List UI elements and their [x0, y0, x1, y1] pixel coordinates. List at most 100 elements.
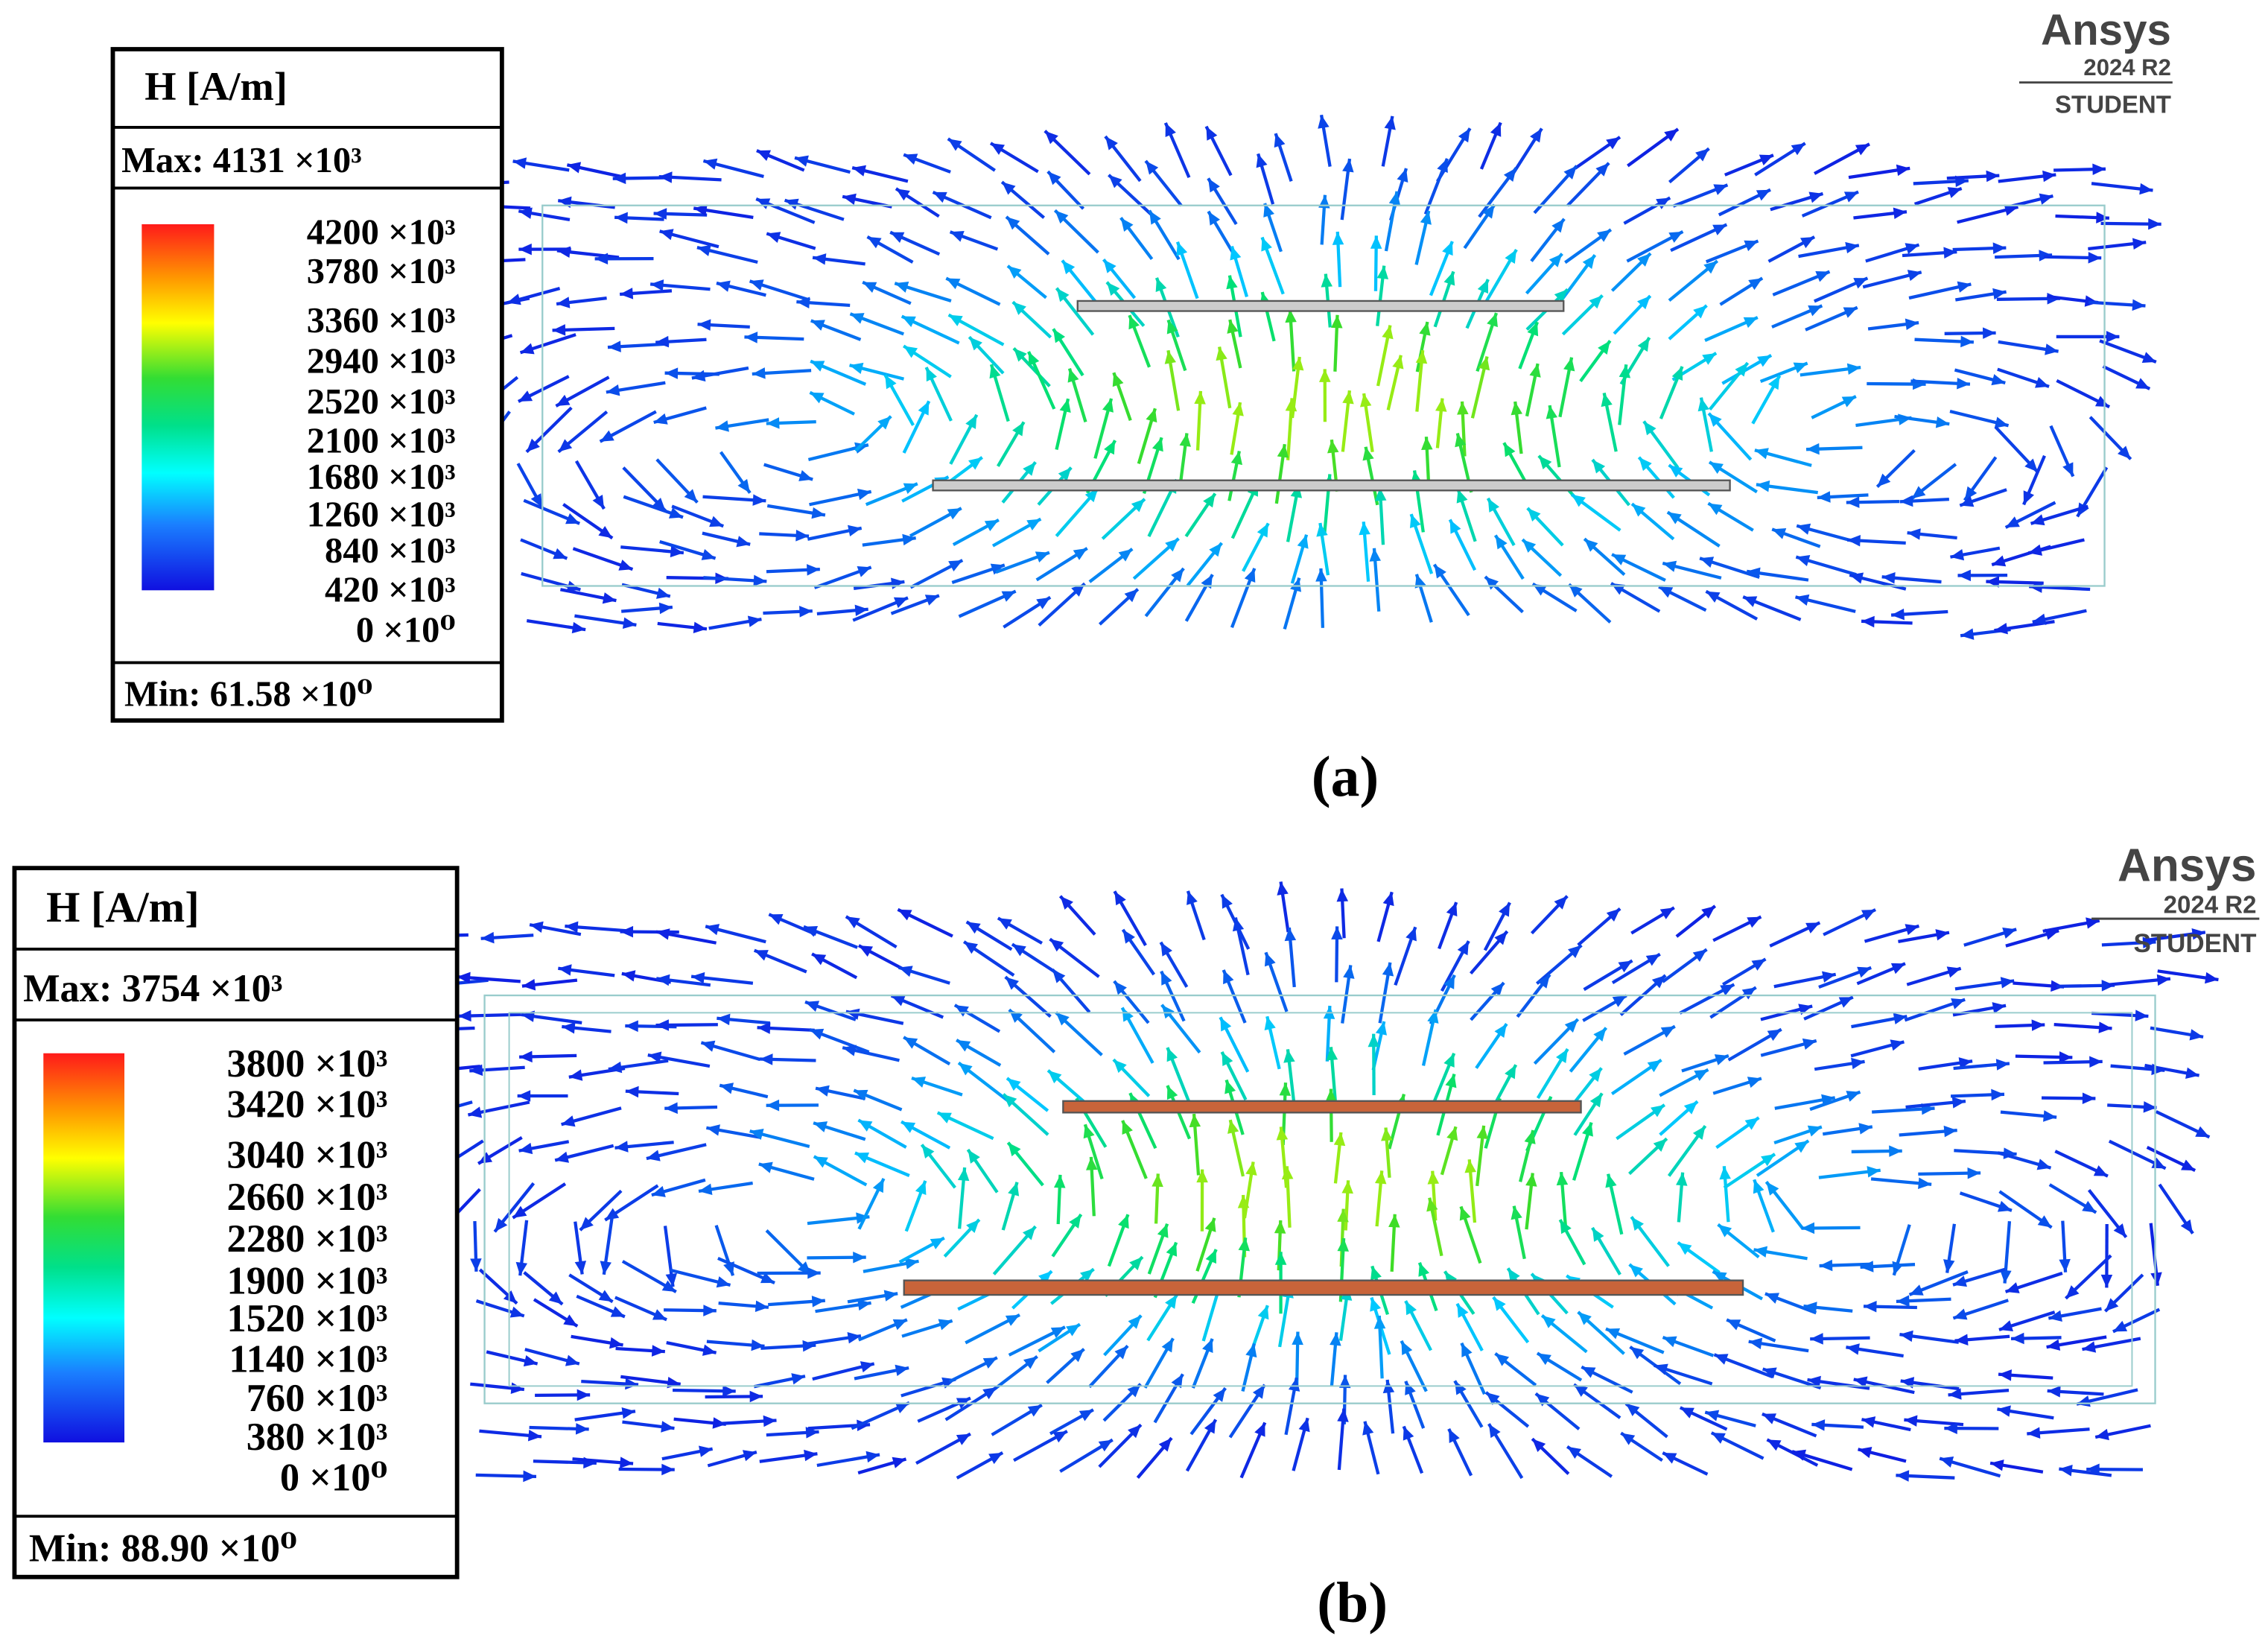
arrow-head: [607, 340, 621, 352]
arrow-head: [1446, 902, 1458, 917]
arrow-head: [2180, 1219, 2194, 1234]
arrow-head: [1409, 514, 1421, 529]
arrow-head: [574, 1261, 587, 1275]
arrow-head: [938, 1319, 953, 1331]
arrow-head: [1276, 1126, 1289, 1141]
arrow-head: [606, 384, 620, 396]
arrow-head: [1503, 168, 1516, 183]
arrow-head: [1171, 1374, 1184, 1389]
arrow-head: [1325, 1088, 1337, 1103]
arrow-head: [1815, 271, 1830, 282]
arrow-head: [1703, 261, 1718, 274]
arrow-head: [1459, 1206, 1471, 1221]
arrow-head: [1274, 1252, 1287, 1265]
arrow-head: [1918, 1177, 1932, 1189]
arrow-head: [1803, 1302, 1817, 1313]
arrow-head: [1598, 340, 1610, 355]
arrow-head: [1405, 1301, 1417, 1316]
arrow-head: [1702, 352, 1717, 365]
arrow-head: [1680, 1407, 1694, 1419]
arrow-head: [1800, 236, 1815, 249]
arrow-head: [1632, 504, 1646, 517]
logo-brand: Ansys: [2118, 840, 2256, 892]
arrow-head: [915, 1180, 927, 1195]
arrow-head: [517, 1090, 531, 1102]
arrow-head: [2135, 1009, 2149, 1021]
arrow-head: [598, 525, 613, 539]
arrow-head: [565, 921, 579, 934]
arrow-head: [1023, 1356, 1038, 1369]
arrow-head: [1011, 944, 1026, 957]
arrow-head: [651, 1345, 665, 1357]
arrow-head: [1805, 922, 1820, 934]
arrow-head: [1443, 974, 1455, 989]
arrow-head: [742, 1450, 757, 1462]
arrow-head: [811, 507, 825, 519]
arrow-head: [1482, 204, 1495, 219]
arrow-head: [1527, 507, 1541, 522]
arrow-head: [555, 1151, 570, 1163]
arrow-head: [1581, 1366, 1596, 1378]
arrow-head: [556, 394, 571, 407]
arrow-head: [458, 1009, 471, 1022]
arrow-head: [1237, 1194, 1250, 1208]
arrow-head: [1209, 542, 1222, 557]
arrow-head: [2094, 396, 2110, 408]
arrow-head: [2039, 193, 2053, 205]
arrow-head: [1909, 1284, 1924, 1296]
arrow-head: [562, 1022, 576, 1034]
arrow-head: [1701, 906, 1715, 919]
arrow-head: [1709, 413, 1722, 427]
arrow-head: [661, 1280, 676, 1292]
legend-level: 1260 ×10³: [307, 495, 456, 534]
arrow-head: [810, 1028, 825, 1040]
arrow-head: [1645, 954, 1660, 966]
arrow-head: [1537, 1353, 1551, 1366]
arrow-head: [1560, 1220, 1572, 1234]
arrow-head: [480, 931, 495, 944]
arrow-head: [1066, 1324, 1080, 1337]
arrow-head: [1114, 1346, 1128, 1360]
arrow-head: [937, 1112, 952, 1123]
arrow-head: [1230, 246, 1242, 261]
arrow-head: [568, 1069, 583, 1081]
arrow-head: [1073, 548, 1087, 560]
arrow-head: [1058, 467, 1072, 481]
arrow-head: [747, 615, 762, 627]
arrow-head: [1012, 422, 1024, 437]
arrow-head: [1362, 446, 1374, 461]
arrow-head: [1316, 523, 1328, 537]
arrow-head: [954, 1005, 969, 1017]
arrow-head: [810, 320, 825, 331]
arrow-head: [653, 413, 668, 425]
arrow-head: [1055, 1012, 1070, 1026]
arrow-head: [521, 1010, 536, 1022]
arrow-head: [1171, 568, 1184, 583]
arrow-head: [964, 941, 978, 954]
arrow-head: [1060, 896, 1073, 910]
arrow-head: [1477, 279, 1489, 294]
arrow-head: [1196, 1169, 1208, 1183]
arrow-head: [796, 297, 810, 309]
arrow-head: [757, 1022, 771, 1034]
arrow-head: [1113, 1059, 1127, 1074]
arrow-head: [1578, 1311, 1592, 1325]
arrow-head: [1495, 535, 1508, 550]
arrow-head: [1049, 939, 1064, 952]
arrow-head: [854, 1153, 870, 1164]
arrow-head: [1252, 1384, 1265, 1399]
arrow-head: [1336, 888, 1349, 902]
arrow-head: [1697, 397, 1709, 412]
arrow-head: [1905, 243, 1919, 255]
arrow-head: [1084, 488, 1099, 503]
arrow-head: [1946, 966, 1961, 978]
arrow-head: [1744, 240, 1759, 252]
arrow-head: [1376, 265, 1389, 279]
arrow-head: [849, 362, 864, 374]
arrow-head: [668, 507, 684, 519]
arrow-head: [598, 1290, 613, 1302]
arrow-head: [658, 602, 673, 615]
arrow-head: [1943, 247, 1957, 259]
arrow-head: [1149, 210, 1161, 225]
arrow-head: [2098, 1021, 2112, 1033]
